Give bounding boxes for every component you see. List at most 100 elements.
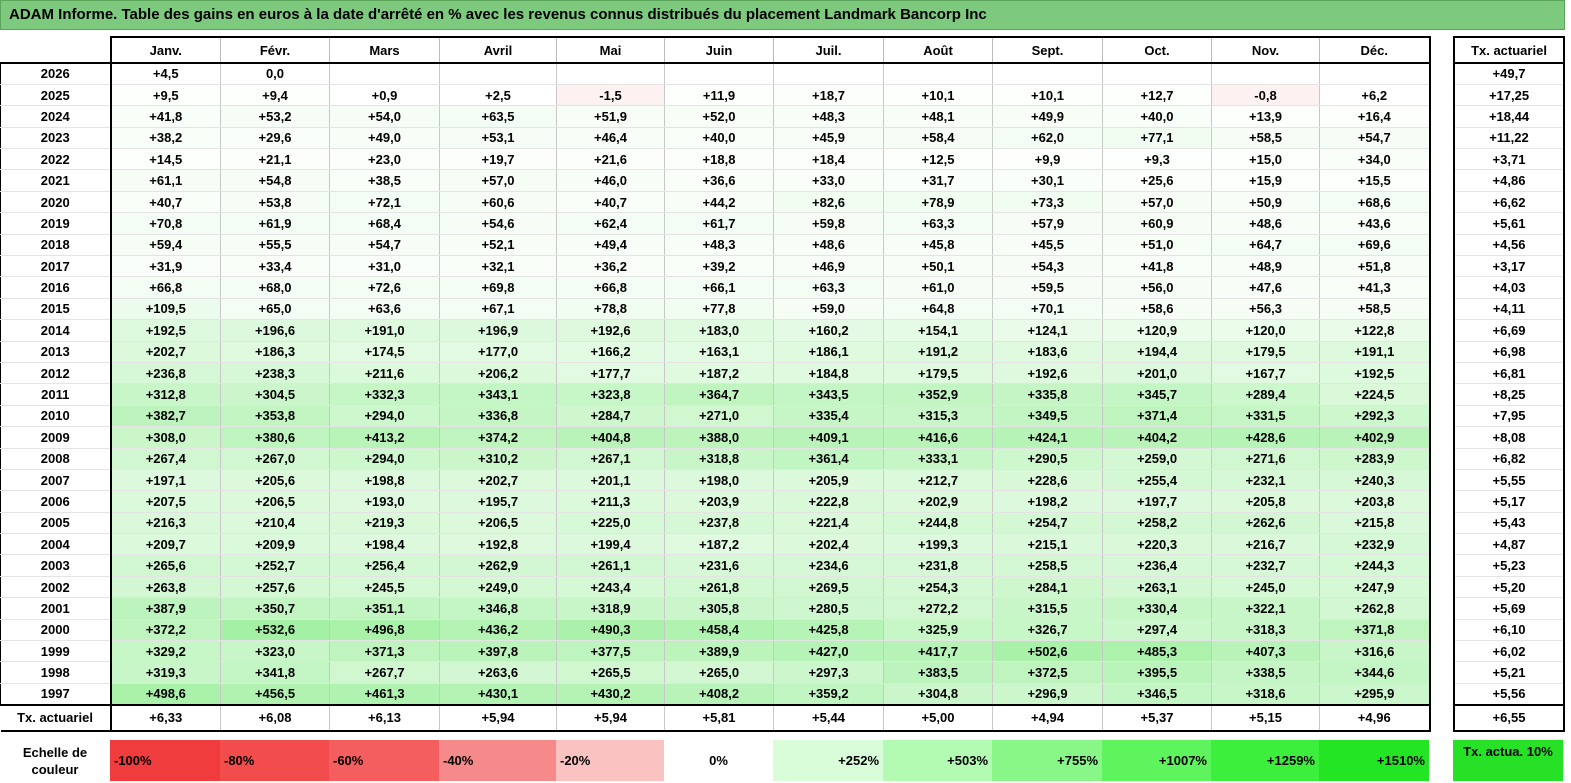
- gain-cell: +49,0: [329, 127, 440, 150]
- gain-cell: +59,4: [110, 234, 221, 257]
- gain-cell: +335,8: [992, 383, 1103, 406]
- table-row: 2023 +38,2 +29,6 +49,0 +53,1 +46,4 +40,0 +45,9 +…: [0, 127, 1431, 150]
- gain-cell: +43,6: [1319, 212, 1431, 235]
- gain-cell: +389,9: [664, 640, 774, 663]
- gain-cell: +192,6: [556, 319, 665, 342]
- gain-cell: +14,5: [110, 148, 221, 171]
- gain-cell: +371,4: [1102, 405, 1212, 428]
- year-label: 2006: [0, 490, 112, 513]
- gain-cell: +9,3: [1102, 148, 1212, 171]
- gain-cell: +54,7: [1319, 127, 1431, 150]
- gain-cell: +267,0: [220, 448, 330, 470]
- gain-cell: +359,2: [773, 683, 884, 706]
- gain-cell: +41,8: [1102, 255, 1212, 278]
- gain-cell: [556, 63, 665, 85]
- table-row: 2024 +41,8 +53,2 +54,0 +63,5 +51,9 +52,0 +48,3 +…: [0, 105, 1431, 128]
- gain-cell: +259,0: [1102, 448, 1212, 470]
- gain-cell: +25,6: [1102, 169, 1212, 192]
- gain-cell: +191,0: [329, 319, 440, 342]
- gain-cell: +30,1: [992, 169, 1103, 192]
- gain-cell: 0,0: [220, 63, 330, 85]
- gain-cell: +56,0: [1102, 276, 1212, 299]
- actuarial-rate-cell: +4,03: [1453, 276, 1565, 299]
- table-row: 1999 +329,2 +323,0 +371,3 +397,8 +377,5 +389,9…: [0, 640, 1431, 663]
- gain-cell: +198,4: [329, 533, 440, 556]
- gain-cell: +21,1: [220, 148, 330, 171]
- gain-cell: +234,6: [773, 554, 884, 577]
- gain-cell: +338,5: [1211, 661, 1320, 684]
- gain-cell: +310,2: [439, 448, 557, 470]
- gain-cell: +166,2: [556, 341, 665, 363]
- year-label: 2009: [0, 426, 112, 449]
- actuarial-rate-cell: +6,81: [1453, 362, 1565, 385]
- gain-cell: +18,7: [773, 84, 884, 107]
- gain-cell: +191,2: [883, 341, 993, 363]
- gain-cell: +224,5: [1319, 383, 1431, 406]
- gain-cell: +371,3: [329, 640, 440, 663]
- gain-cell: +51,0: [1102, 234, 1212, 257]
- header-corner: [0, 37, 112, 64]
- gain-cell: +290,5: [992, 448, 1103, 470]
- gain-cell: [439, 63, 557, 85]
- year-label: 2022: [0, 148, 112, 171]
- gain-cell: +364,7: [664, 383, 774, 406]
- gain-cell: +254,7: [992, 512, 1103, 535]
- table-row: 2017 +31,9 +33,4 +31,0 +32,1 +36,2 +39,2 +46,9 +…: [0, 255, 1431, 278]
- gain-cell: +70,1: [992, 298, 1103, 321]
- gain-cell: +206,2: [439, 362, 557, 385]
- gain-cell: +68,4: [329, 212, 440, 235]
- gain-cell: +66,8: [110, 276, 221, 299]
- actuarial-rate-cell: +3,17: [1453, 255, 1565, 278]
- gain-cell: +45,5: [992, 234, 1103, 257]
- gain-cell: +318,9: [556, 597, 665, 620]
- gain-cell: +10,1: [992, 84, 1103, 107]
- gain-cell: +198,2: [992, 490, 1103, 513]
- gain-cell: +16,4: [1319, 105, 1431, 128]
- table-row: 2011 +312,8 +304,5 +332,3 +343,1 +323,8 +364,7…: [0, 383, 1431, 406]
- gain-cell: +38,5: [329, 169, 440, 192]
- gain-cell: +63,6: [329, 298, 440, 321]
- table-row: 2014 +192,5 +196,6 +191,0 +196,9 +192,6 +183,0…: [0, 319, 1431, 342]
- gain-cell: +245,5: [329, 576, 440, 599]
- color-scale-step: -20%: [556, 740, 664, 781]
- gain-cell: +244,8: [883, 512, 993, 535]
- gain-cell: +36,2: [556, 255, 665, 278]
- gain-cell: +67,1: [439, 298, 557, 321]
- gain-cell: +206,5: [439, 512, 557, 535]
- gain-cell: +40,7: [110, 191, 221, 214]
- gain-cell: +186,3: [220, 341, 330, 363]
- gain-cell: +57,9: [992, 212, 1103, 235]
- month-header-row: Janv. Févr. Mars Avril Mai Juin Juil. Août Sept.…: [0, 36, 1431, 64]
- gain-cell: +48,9: [1211, 255, 1320, 278]
- actuarial-rate-cell: +11,22: [1453, 127, 1565, 150]
- gain-cell: +416,6: [883, 426, 993, 449]
- year-label: 2016: [0, 276, 112, 299]
- gain-cell: +50,9: [1211, 191, 1320, 214]
- gain-cell: +59,8: [773, 212, 884, 235]
- gain-cell: +436,2: [439, 619, 557, 642]
- month-header: Janv.: [110, 36, 221, 64]
- month-header: Mars: [329, 36, 440, 64]
- gain-cell: +198,0: [664, 469, 774, 492]
- gain-cell: +57,0: [439, 169, 557, 192]
- gain-cell: +202,7: [110, 341, 221, 363]
- gain-cell: +413,2: [329, 426, 440, 449]
- gain-cell: +202,9: [883, 490, 993, 513]
- gain-cell: [1319, 63, 1431, 85]
- gain-cell: +304,5: [220, 383, 330, 406]
- gain-cell: +295,9: [1319, 683, 1431, 706]
- gain-cell: [1102, 63, 1212, 85]
- year-label: 2025: [0, 84, 112, 107]
- gain-cell: +179,5: [883, 362, 993, 385]
- gain-cell: +49,9: [992, 105, 1103, 128]
- gain-cell: +54,3: [992, 255, 1103, 278]
- gain-cell: +335,4: [773, 405, 884, 428]
- month-header: Juin: [664, 36, 774, 64]
- gain-cell: +271,0: [664, 405, 774, 428]
- table-row: 2009 +308,0 +380,6 +413,2 +374,2 +404,8 +388,0…: [0, 426, 1431, 449]
- table-row: 2012 +236,8 +238,3 +211,6 +206,2 +177,7 +187,2…: [0, 362, 1431, 385]
- gain-cell: +322,1: [1211, 597, 1320, 620]
- actuarial-rate-cell: +6,69: [1453, 319, 1565, 342]
- gain-cell: +13,9: [1211, 105, 1320, 128]
- table-row: 2007 +197,1 +205,6 +198,8 +202,7 +201,1 +198,0…: [0, 469, 1431, 492]
